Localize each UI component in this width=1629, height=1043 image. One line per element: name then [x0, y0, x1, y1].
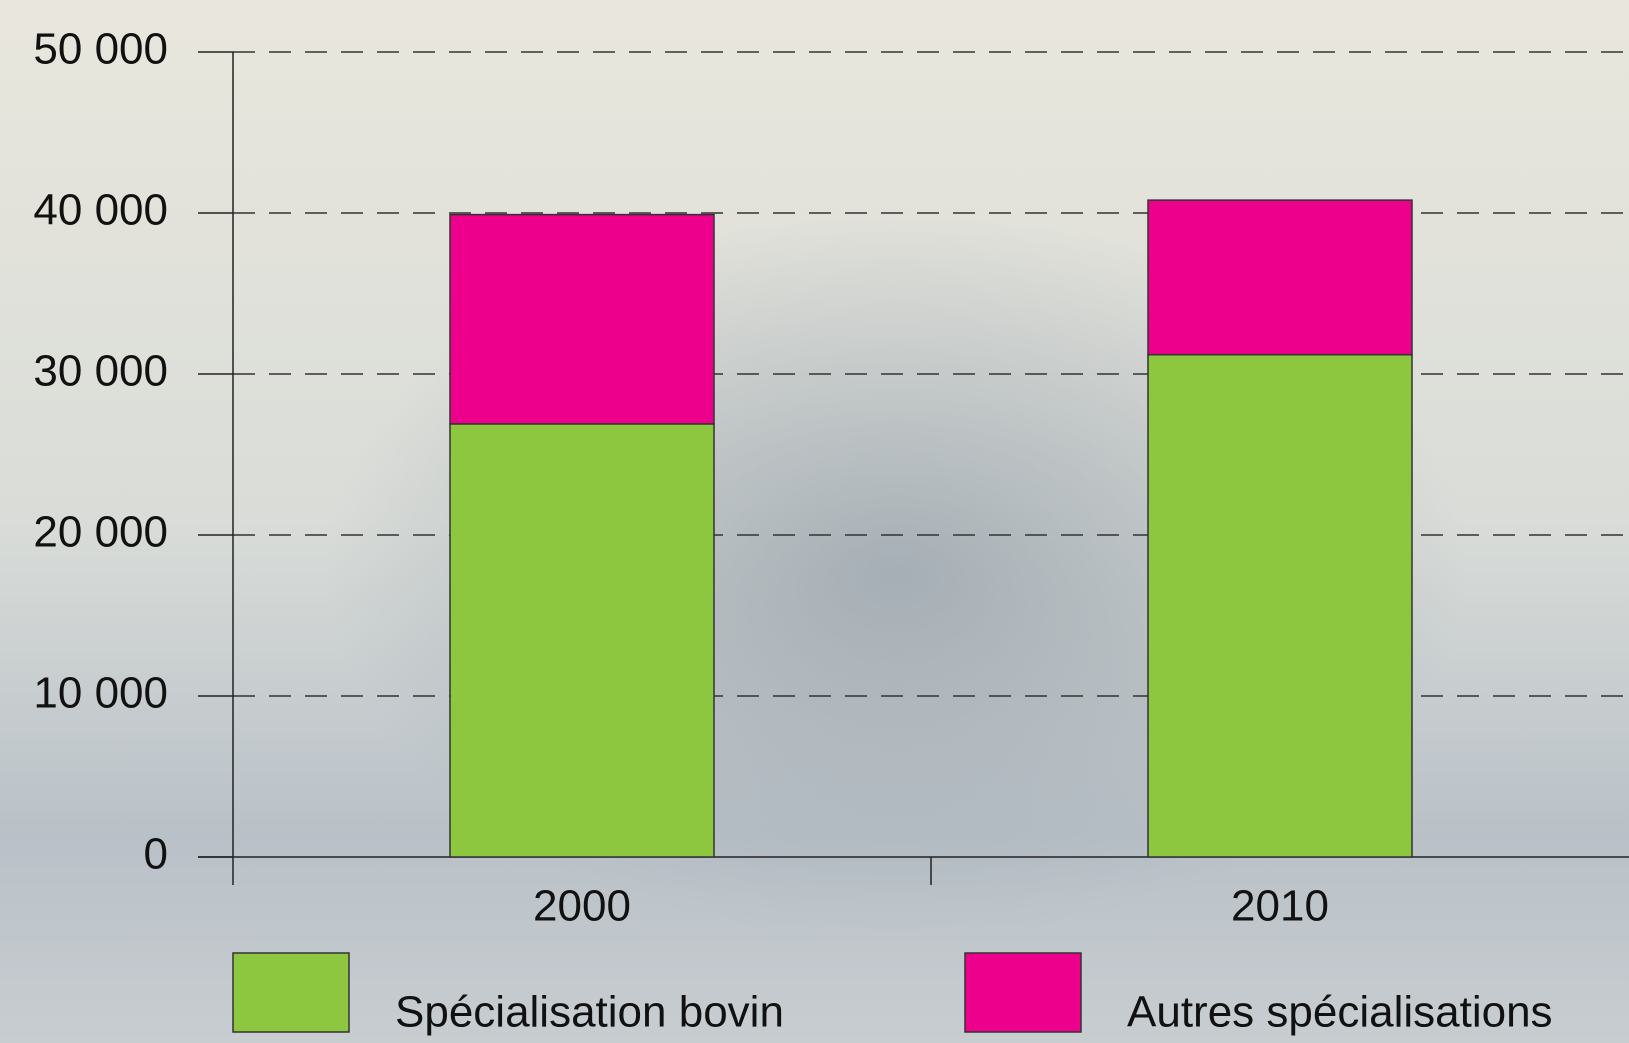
legend-label: Spécialisation bovin: [395, 988, 784, 1037]
y-tick-label: 20 000: [33, 508, 168, 557]
legend-label: Autres spécialisations: [1127, 988, 1553, 1037]
page: {"chart_data": {"type": "stacked-bar", "…: [0, 0, 1629, 1043]
bar-segment: [1148, 200, 1412, 355]
y-tick-label: 10 000: [33, 669, 168, 718]
legend-swatch: [965, 953, 1081, 1032]
y-tick-label: 30 000: [33, 347, 168, 396]
x-tick-label: 2000: [533, 882, 631, 931]
bar-segment: [450, 424, 714, 857]
y-tick-label: 0: [144, 830, 168, 879]
bar-segment: [450, 215, 714, 424]
y-tick-label: 40 000: [33, 186, 168, 235]
legend-swatch: [233, 953, 349, 1032]
x-tick-label: 2010: [1231, 882, 1329, 931]
bar-segment: [1148, 355, 1412, 857]
y-tick-label: 50 000: [33, 25, 168, 74]
chart: 0 10 000 20 000 30 000 40 000 50 000 2000 2010 S…: [0, 0, 1629, 1043]
